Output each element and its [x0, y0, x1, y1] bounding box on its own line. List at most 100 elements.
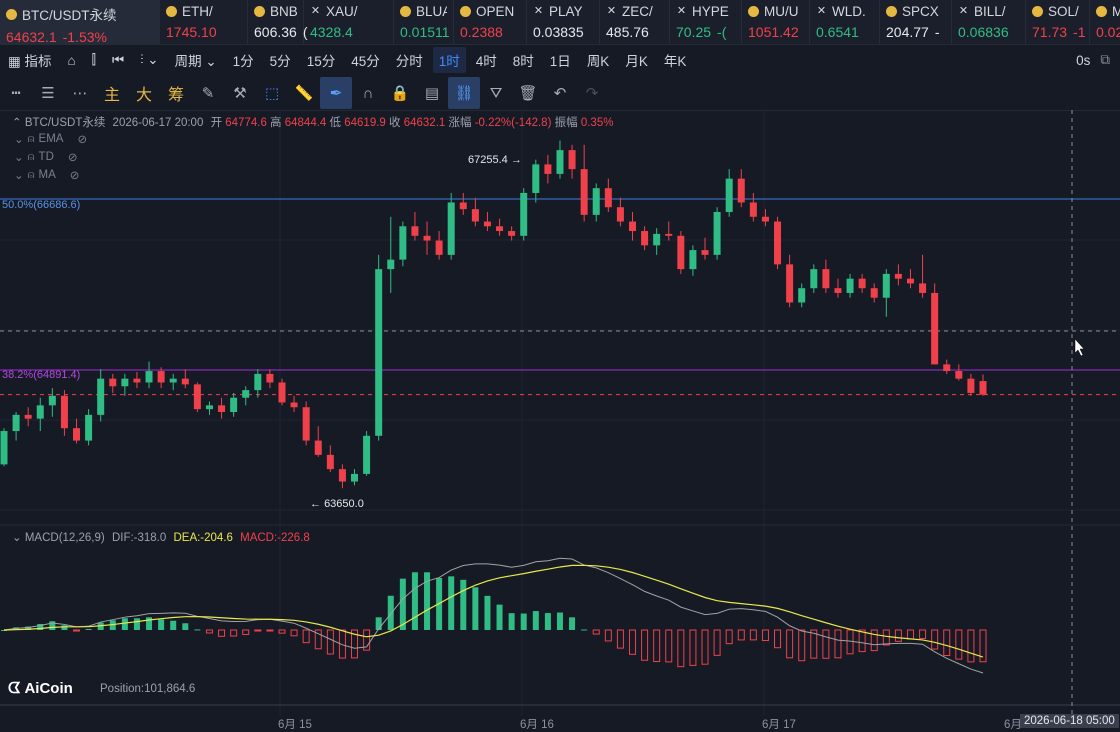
- interval-tab[interactable]: 年K: [663, 54, 687, 69]
- macd-bar: [338, 629, 346, 659]
- main-chart-button[interactable]: 主: [103, 87, 120, 104]
- macd-bar: [121, 618, 128, 630]
- interval-tab[interactable]: 1日: [549, 54, 571, 69]
- ticker-item[interactable]: OPEN 0.2388: [454, 0, 527, 44]
- candle-body: [544, 164, 552, 174]
- ruler-icon[interactable]: 📏: [294, 85, 314, 102]
- macd-bar: [25, 626, 32, 630]
- split-icon[interactable]: ⫿: [91, 52, 96, 67]
- coin-icon: [748, 6, 759, 17]
- bell-icon[interactable]: ⍝: [27, 168, 35, 181]
- trash-icon[interactable]: 🗑: [518, 85, 538, 102]
- candle-body: [798, 288, 806, 303]
- interval-tab[interactable]: 4时: [475, 54, 497, 69]
- drawing-toolbar: ┅ ☰ ⋯ 主 大 筹 ✎ ⚒ ⬚ 📏 ✒ ∩ 🔒 ▤ ⛓ ⛛ 🗑 ↶ ↷: [0, 76, 1120, 111]
- collapse-icon[interactable]: ⌄: [12, 532, 22, 544]
- ticker-item[interactable]: BNB/ 606.36 (: [248, 0, 308, 44]
- filter-icon[interactable]: ⛛: [489, 84, 503, 102]
- bell-icon[interactable]: ⍝: [27, 150, 35, 163]
- price-chart[interactable]: [0, 110, 1120, 730]
- magnet-icon[interactable]: ∩: [362, 84, 374, 102]
- indicator-layer[interactable]: ⌄ ⍝ MA ⊘: [14, 168, 80, 183]
- eye-hidden-icon[interactable]: ⊘: [67, 152, 78, 164]
- ticker-item[interactable]: ETH/ 1745.10: [160, 0, 248, 44]
- close-value: 64632.1: [403, 117, 446, 129]
- interval-toolbar: ▦ 指标 ⌂ ⫿ ⏮ ⫶ ⌄ 周期 ⌄ 1分 5分 15分 45分 分时 1时 4时 8时 1日…: [0, 44, 1120, 76]
- ticker-symbol: BILL/: [974, 4, 1006, 19]
- collapse-icon[interactable]: ⌄: [14, 152, 24, 164]
- cursor-icon[interactable]: ⬚: [264, 85, 280, 102]
- note-icon[interactable]: ▤: [424, 85, 440, 102]
- ticker-item[interactable]: ✕ XAU/ 4328.4: [304, 0, 394, 44]
- interval-tab[interactable]: 分时: [395, 54, 423, 69]
- position-label: Position:101,864.6: [100, 683, 196, 695]
- x-icon: ✕: [676, 5, 687, 17]
- layer-label: MA: [38, 169, 56, 181]
- macd-bar: [375, 617, 382, 630]
- macd-bar: [592, 629, 600, 635]
- ticker-item[interactable]: BTC/USDT永续 64632.1 -1.53%: [0, 0, 160, 44]
- x-axis-label: 6月 15: [278, 719, 312, 731]
- ticker-item[interactable]: ✕ BILL/ 0.06836: [952, 0, 1026, 44]
- interval-tab[interactable]: 5分: [269, 54, 291, 69]
- interval-tab[interactable]: 45分: [351, 54, 380, 69]
- ticker-item[interactable]: MU/U 1051.42: [742, 0, 810, 44]
- candle-body: [363, 435, 371, 474]
- undo-icon[interactable]: ↶: [553, 85, 567, 102]
- ticker-symbol: SPCX: [902, 4, 939, 19]
- macd-bar: [955, 629, 963, 660]
- ticker-item[interactable]: ✕ PLAY 0.03835: [527, 0, 600, 44]
- candle-type-icon[interactable]: ⫶ ⌄: [140, 52, 159, 67]
- collapse-icon[interactable]: ⌄: [14, 170, 24, 182]
- ticker-item[interactable]: ✕ HYPE 70.25 -(: [670, 0, 742, 44]
- chip-button[interactable]: 筹: [167, 87, 184, 104]
- collapse-icon[interactable]: ⌃: [12, 117, 22, 129]
- edit-icon[interactable]: ✎: [201, 85, 215, 102]
- interval-tab[interactable]: 1分: [232, 54, 254, 69]
- interval-tab[interactable]: 周K: [586, 54, 610, 69]
- ticker-item[interactable]: ✕ ZEC/ 485.76: [600, 0, 670, 44]
- more-icon[interactable]: ⋯: [72, 85, 88, 102]
- candle-body: [774, 221, 782, 265]
- redo-icon[interactable]: ↷: [585, 85, 599, 102]
- lock-icon[interactable]: 🔒: [390, 85, 410, 102]
- big-order-button[interactable]: 大: [135, 87, 152, 104]
- macd-bar: [230, 629, 238, 637]
- camera-icon[interactable]: ⧉: [1100, 52, 1110, 67]
- candle-body: [870, 288, 878, 298]
- candle-body: [85, 414, 93, 441]
- tool-icon[interactable]: ⚒: [233, 85, 247, 102]
- ticker-item[interactable]: M 0.02: [1090, 0, 1120, 44]
- menu-icon[interactable]: ☰: [41, 85, 55, 102]
- interval-tab[interactable]: 1时: [432, 47, 466, 73]
- interval-tab[interactable]: 8时: [512, 54, 534, 69]
- ticker-price: 0.01511: [400, 24, 450, 40]
- line-style-icon[interactable]: ┅: [11, 85, 21, 102]
- ticker-item[interactable]: SPCX 204.77-: [880, 0, 952, 44]
- macd-bar: [967, 629, 975, 663]
- candle-body: [689, 250, 697, 270]
- ticker-item[interactable]: BLUA 0.01511: [394, 0, 454, 44]
- bell-icon[interactable]: ⍝: [27, 132, 35, 145]
- indicator-layer[interactable]: ⌄ ⍝ EMA ⊘: [14, 132, 88, 147]
- macd-bar: [858, 629, 866, 653]
- eye-hidden-icon[interactable]: ⊘: [69, 170, 80, 182]
- interval-tab[interactable]: 15分: [306, 54, 336, 69]
- indicator-button[interactable]: ▦ 指标: [8, 54, 52, 69]
- ticker-item[interactable]: ✕ WLD. 0.6541: [810, 0, 880, 44]
- interval-tab[interactable]: 月K: [625, 54, 648, 69]
- x-icon: ✕: [606, 5, 617, 17]
- backward-icon[interactable]: ⏮: [112, 52, 125, 67]
- collapse-icon[interactable]: ⌄: [14, 134, 24, 146]
- layout-icon[interactable]: ⌂: [67, 52, 76, 68]
- period-dropdown[interactable]: 周期 ⌄: [174, 54, 217, 69]
- indicator-layer[interactable]: ⌄ ⍝ TD ⊘: [14, 150, 78, 165]
- candle-body: [73, 428, 81, 441]
- candle-body: [205, 405, 213, 410]
- eye-hidden-icon[interactable]: ⊘: [77, 134, 88, 146]
- info-datetime: 2026-06-17 20:00: [112, 117, 204, 129]
- candle-body: [302, 407, 310, 441]
- ticker-item[interactable]: SOL/ 71.73 -1: [1026, 0, 1090, 44]
- pen-icon[interactable]: ✒: [320, 77, 352, 109]
- link-icon[interactable]: ⛓: [448, 77, 480, 109]
